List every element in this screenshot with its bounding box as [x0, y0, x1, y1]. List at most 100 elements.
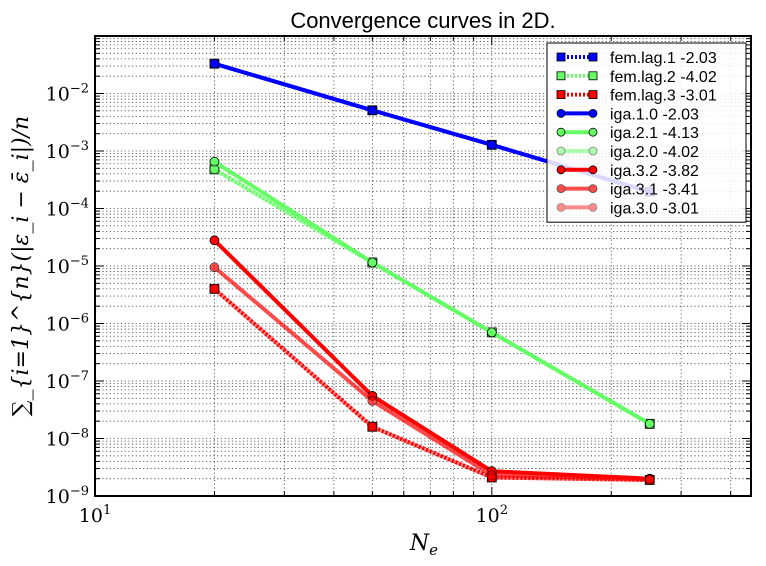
legend-item [556, 52, 598, 62]
legend-label: fem.lag.1 -2.03 [610, 50, 717, 67]
x-axis-label-sub: e [429, 541, 438, 559]
y-tick-label-base: 10 [46, 371, 70, 393]
legend-marker [556, 90, 566, 99]
legend-marker [556, 165, 566, 175]
series-line [213, 287, 650, 482]
legend-label: iga.3.0 -3.01 [610, 200, 699, 217]
x-tick-label-base: 10 [79, 505, 103, 527]
y-tick-label-base: 10 [46, 429, 70, 451]
x-tick-label-base: 10 [476, 505, 500, 527]
legend-marker [588, 165, 598, 175]
y-tick-label-exp: −8 [70, 427, 89, 442]
y-tick-label-exp: −3 [70, 139, 89, 154]
data-point [486, 139, 497, 150]
legend-marker [556, 71, 566, 81]
y-tick-label-exp: −4 [70, 197, 89, 212]
legend-marker [556, 52, 566, 62]
legend-item [556, 165, 598, 175]
legend-marker [588, 184, 598, 194]
series-group [209, 58, 655, 485]
legend-label: fem.lag.2 -4.02 [610, 69, 717, 86]
legend-marker [556, 202, 566, 212]
x-tick-label: 102 [476, 503, 508, 527]
data-point [209, 164, 220, 175]
legend-marker [588, 109, 598, 118]
y-tick-label-base: 10 [46, 141, 70, 163]
x-axis-label: Ne [409, 531, 438, 559]
data-point [486, 327, 497, 338]
legend-label: fem.lag.3 -3.01 [610, 88, 717, 105]
series-line [213, 287, 650, 482]
data-point [367, 257, 378, 268]
legend-marker [588, 90, 598, 99]
y-axis-label-group: ∑_{i=1}^{n}(|ε_i − ε̄_i|)/n [9, 116, 34, 416]
data-point [367, 396, 378, 406]
data-point [209, 262, 220, 273]
legend-marker [588, 52, 598, 62]
series-line [213, 238, 650, 481]
y-tick-label: 10−8 [46, 427, 89, 451]
y-tick-label-exp: −7 [70, 369, 89, 384]
chart-title: Convergence curves in 2D. [290, 8, 555, 33]
legend-item [556, 202, 598, 212]
x-tick-label: 101 [79, 503, 111, 527]
x-axis-label-base: N [409, 531, 430, 556]
plot-frame [94, 35, 752, 497]
legend-label: iga.2.1 -4.13 [610, 125, 699, 142]
data-point [644, 474, 655, 485]
legend-label: iga.3.2 -3.82 [610, 163, 699, 180]
data-point [367, 421, 378, 432]
legend-label: iga.3.1 -3.41 [610, 182, 699, 199]
legend-marker [556, 146, 566, 156]
data-point [486, 470, 497, 481]
legend-marker [556, 109, 566, 118]
y-axis-label: ∑_{i=1}^{n}(|ε_i − ε̄_i|)/n [9, 116, 34, 416]
legend-item [556, 127, 598, 137]
legend-item [556, 71, 598, 81]
y-tick-label-base: 10 [46, 256, 70, 278]
series-iga-2-0-4-02 [209, 164, 655, 429]
legend-marker [588, 146, 598, 156]
legend-label: iga.1.0 -2.03 [610, 106, 699, 123]
y-tick-label: 10−2 [46, 82, 89, 106]
legend-item [556, 90, 598, 99]
y-tick-label: 10−5 [46, 254, 89, 278]
y-tick-label-exp: −2 [70, 82, 89, 97]
data-point [209, 58, 220, 69]
legend-marker [556, 127, 566, 137]
data-point [367, 421, 378, 432]
legend-marker [588, 202, 598, 212]
legend-item [556, 146, 598, 156]
data-point [209, 283, 220, 294]
legend: fem.lag.1 -2.03 fem.lag.2 -4.02 fem.lag.3 … [546, 42, 747, 223]
legend-marker [556, 184, 566, 194]
data-point [367, 105, 378, 116]
y-tick-label-exp: −9 [70, 484, 89, 499]
data-point [644, 418, 655, 429]
y-tick-label-base: 10 [46, 486, 70, 508]
series-iga-3-0-3-01 [209, 283, 655, 485]
y-tick-label-base: 10 [46, 84, 70, 106]
series-line [213, 265, 650, 482]
data-point [209, 283, 220, 294]
legend-item [556, 184, 598, 194]
series-line [213, 167, 651, 426]
y-tick-label: 10−7 [46, 369, 89, 393]
x-tick-label-exp: 2 [500, 503, 508, 518]
y-tick-label-base: 10 [46, 314, 70, 336]
y-tick-label: 10−6 [46, 312, 89, 336]
data-point [644, 475, 655, 485]
legend-marker [588, 71, 598, 81]
y-tick-label: 10−4 [46, 197, 89, 221]
y-tick-label-exp: −5 [70, 254, 89, 269]
legend-marker [588, 127, 598, 137]
data-point [486, 472, 497, 483]
x-tick-label-exp: 1 [103, 503, 111, 518]
y-tick-label: 10−9 [46, 484, 89, 508]
series-iga-3-1-3-41 [209, 262, 655, 485]
data-point [209, 235, 220, 246]
legend-label: iga.2.0 -4.02 [610, 144, 699, 161]
y-tick-label: 10−3 [46, 139, 89, 163]
